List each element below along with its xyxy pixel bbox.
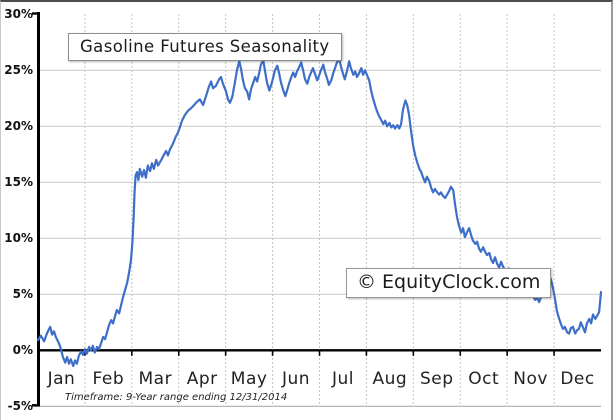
y-tick-label: 10% (4, 231, 33, 246)
x-tick-label: Feb (92, 369, 125, 389)
chart-title-box: Gasoline Futures Seasonality (68, 33, 342, 61)
chart-title: Gasoline Futures Seasonality (80, 37, 330, 56)
timeframe-footnote: Timeframe: 9-Year range ending 12/31/201… (65, 392, 288, 403)
y-tick-label: -5% (7, 399, 33, 414)
x-tick-label: Jul (331, 369, 354, 389)
equityclock-watermark: © EquityClock.com (357, 271, 541, 293)
x-tick-label: Apr (186, 369, 218, 389)
x-tick-label: Nov (513, 369, 548, 389)
y-tick-label: 30% (4, 7, 33, 22)
x-tick-label: Dec (560, 369, 595, 389)
y-tick-label: 20% (4, 119, 33, 134)
y-tick-label: 15% (4, 175, 33, 190)
x-tick-label: Jan (47, 369, 76, 389)
x-tick-label: Oct (468, 369, 500, 389)
x-tick-label: May (230, 369, 268, 389)
y-tick-label: 25% (4, 63, 33, 78)
y-tick-label: 0% (12, 343, 33, 358)
y-tick-label: 5% (12, 287, 33, 302)
x-tick-label: Sep (420, 369, 454, 389)
x-tick-label: Aug (372, 369, 408, 389)
x-tick-label: Jun (282, 369, 311, 389)
equityclock-watermark-box: © EquityClock.com (346, 268, 552, 298)
x-tick-label: Mar (138, 369, 173, 389)
